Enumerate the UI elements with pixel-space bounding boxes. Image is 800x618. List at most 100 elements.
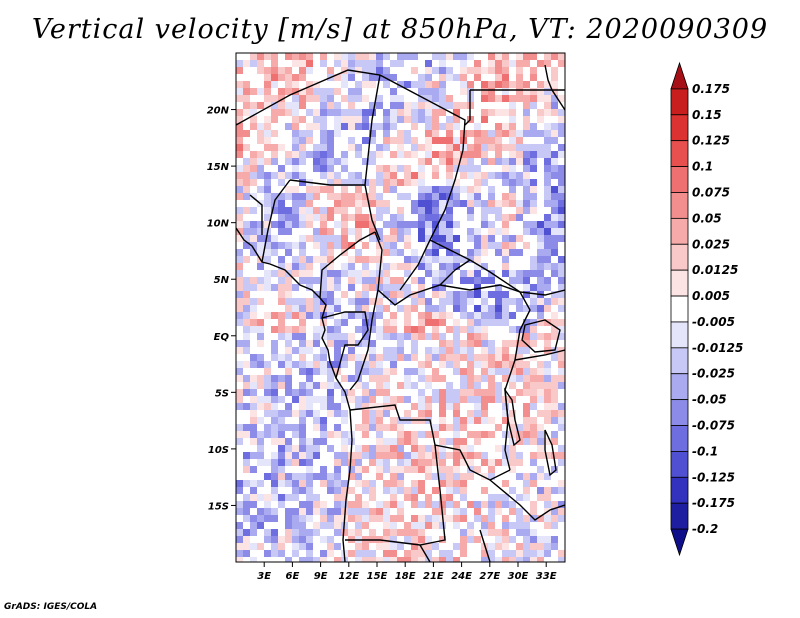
field-cell — [523, 179, 530, 186]
field-cell — [509, 529, 516, 536]
field-cell — [418, 207, 425, 214]
field-cell — [362, 557, 369, 562]
field-cell — [320, 340, 327, 347]
field-cell — [278, 459, 285, 466]
field-cell — [537, 60, 544, 67]
field-cell — [544, 494, 551, 501]
field-cell — [432, 270, 439, 277]
field-cell — [369, 151, 376, 158]
field-cell — [446, 88, 453, 95]
field-cell — [299, 536, 306, 543]
field-cell — [397, 60, 404, 67]
field-cell — [418, 81, 425, 88]
field-cell — [488, 60, 495, 67]
field-cell — [306, 375, 313, 382]
field-cell — [299, 333, 306, 340]
field-cell — [327, 158, 334, 165]
field-cell — [334, 277, 341, 284]
field-cell — [236, 417, 243, 424]
field-cell — [523, 158, 530, 165]
field-cell — [390, 438, 397, 445]
field-cell — [341, 361, 348, 368]
field-cell — [453, 340, 460, 347]
field-cell — [313, 116, 320, 123]
field-cell — [313, 67, 320, 74]
field-cell — [558, 396, 565, 403]
field-cell — [376, 256, 383, 263]
field-cell — [355, 480, 362, 487]
field-cell — [334, 347, 341, 354]
field-cell — [236, 88, 243, 95]
field-cell — [383, 130, 390, 137]
field-cell — [250, 81, 257, 88]
field-cell — [250, 550, 257, 557]
field-cell — [341, 333, 348, 340]
field-cell — [516, 53, 523, 60]
field-cell — [355, 137, 362, 144]
field-cell — [537, 74, 544, 81]
field-cell — [446, 312, 453, 319]
field-cell — [348, 410, 355, 417]
field-cell — [544, 95, 551, 102]
field-cell — [383, 123, 390, 130]
field-cell — [397, 193, 404, 200]
field-cell — [285, 109, 292, 116]
field-cell — [523, 60, 530, 67]
field-cell — [341, 116, 348, 123]
field-cell — [488, 249, 495, 256]
field-cell — [362, 193, 369, 200]
field-cell — [502, 158, 509, 165]
field-cell — [327, 95, 334, 102]
field-cell — [250, 515, 257, 522]
field-cell — [236, 242, 243, 249]
field-cell — [551, 354, 558, 361]
field-cell — [411, 256, 418, 263]
field-cell — [264, 235, 271, 242]
field-cell — [362, 270, 369, 277]
field-cell — [362, 67, 369, 74]
field-cell — [397, 459, 404, 466]
field-cell — [257, 207, 264, 214]
field-cell — [397, 291, 404, 298]
field-cell — [502, 172, 509, 179]
field-cell — [236, 298, 243, 305]
field-cell — [453, 207, 460, 214]
field-cell — [271, 172, 278, 179]
field-cell — [327, 109, 334, 116]
field-cell — [285, 81, 292, 88]
field-cell — [327, 123, 334, 130]
field-cell — [516, 452, 523, 459]
field-cell — [544, 445, 551, 452]
field-cell — [369, 270, 376, 277]
field-cell — [439, 158, 446, 165]
field-cell — [369, 389, 376, 396]
field-cell — [292, 123, 299, 130]
field-cell — [544, 179, 551, 186]
field-cell — [523, 326, 530, 333]
field-cell — [341, 536, 348, 543]
field-cell — [425, 158, 432, 165]
field-cell — [376, 228, 383, 235]
field-cell — [523, 263, 530, 270]
field-cell — [404, 165, 411, 172]
field-cell — [327, 249, 334, 256]
field-cell — [348, 109, 355, 116]
field-cell — [341, 368, 348, 375]
field-cell — [509, 137, 516, 144]
field-cell — [264, 347, 271, 354]
field-cell — [362, 158, 369, 165]
field-cell — [285, 123, 292, 130]
field-cell — [418, 452, 425, 459]
field-cell — [404, 130, 411, 137]
field-cell — [250, 529, 257, 536]
field-cell — [320, 508, 327, 515]
field-cell — [495, 186, 502, 193]
field-cell — [390, 109, 397, 116]
field-cell — [257, 354, 264, 361]
field-cell — [558, 151, 565, 158]
field-cell — [320, 151, 327, 158]
field-cell — [243, 193, 250, 200]
field-cell — [257, 466, 264, 473]
field-cell — [432, 305, 439, 312]
field-cell — [439, 81, 446, 88]
